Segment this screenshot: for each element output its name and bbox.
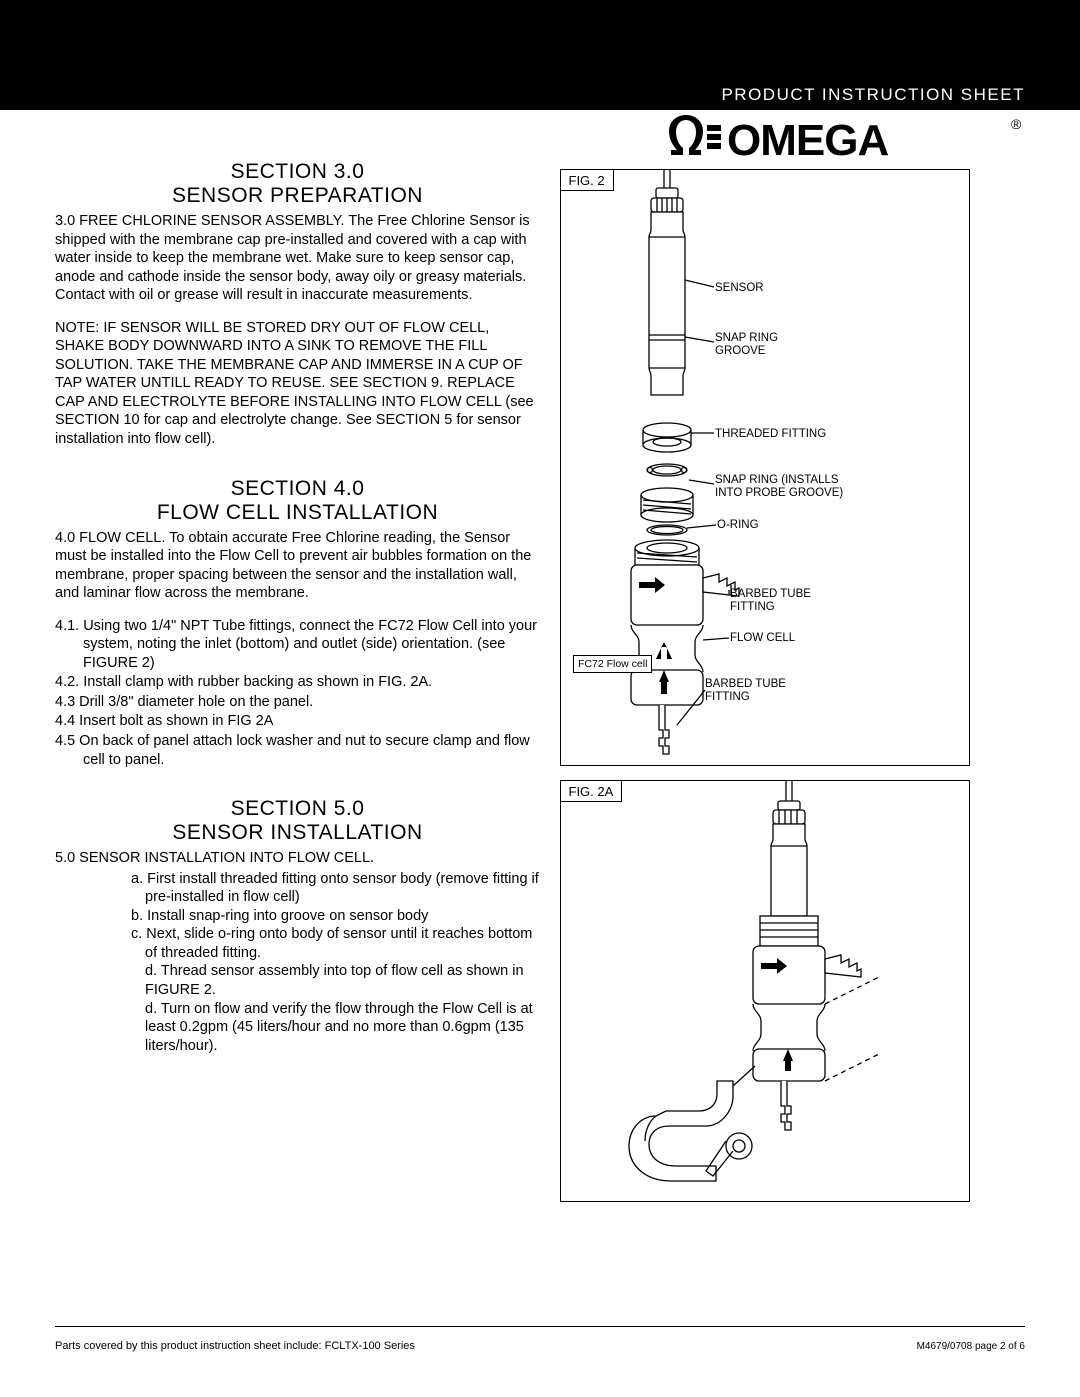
section-3-p1: 3.0 FREE CHLORINE SENSOR ASSEMBLY. The F…: [55, 212, 540, 305]
section-4-i2: 4.2. Install clamp with rubber backing a…: [55, 673, 540, 692]
section-3-title-l1: SECTION 3.0: [55, 160, 540, 184]
section-5-d2: d. Turn on flow and verify the flow thro…: [55, 1000, 540, 1056]
section-4-title-l2: FLOW CELL INSTALLATION: [55, 501, 540, 525]
content-column: SECTION 3.0 SENSOR PREPARATION 3.0 FREE …: [55, 160, 540, 1083]
section-4-title-l1: SECTION 4.0: [55, 477, 540, 501]
figure-2-annotation: BARBED TUBE FITTING: [705, 678, 786, 704]
section-3-title-l2: SENSOR PREPARATION: [55, 184, 540, 208]
figure-2-annotation: SNAP RING (INSTALLS INTO PROBE GROOVE): [715, 474, 843, 500]
footer-rule: [55, 1326, 1025, 1327]
section-5-title-l2: SENSOR INSTALLATION: [55, 821, 540, 845]
section-5-a: a. First install threaded fitting onto s…: [55, 870, 540, 907]
section-4-p1: 4.0 FLOW CELL. To obtain accurate Free C…: [55, 529, 540, 603]
section-5-title-l1: SECTION 5.0: [55, 797, 540, 821]
section-4: SECTION 4.0 FLOW CELL INSTALLATION 4.0 F…: [55, 477, 540, 770]
section-5: SECTION 5.0 SENSOR INSTALLATION 5.0 SENS…: [55, 797, 540, 1055]
section-4-i5: 4.5 On back of panel attach lock washer …: [55, 732, 540, 769]
omega-logo: OMEGA ®: [663, 115, 1025, 168]
section-5-b: b. Install snap-ring into groove on sens…: [55, 907, 540, 926]
figure-2-annotation: SENSOR: [715, 282, 764, 295]
fc72-label: FC72 Flow cell: [573, 655, 652, 673]
svg-text:OMEGA: OMEGA: [727, 116, 888, 163]
section-4-i4: 4.4 Insert bolt as shown in FIG 2A: [55, 712, 540, 731]
footer-right: M4679/0708 page 2 of 6: [917, 1341, 1025, 1352]
figure-2a-diagram: [561, 781, 971, 1203]
figure-2-annotation: THREADED FITTING: [715, 428, 826, 441]
figure-2-box: FIG. 2: [560, 169, 970, 766]
figure-2-annotation: SNAP RING GROOVE: [715, 332, 778, 358]
section-3-p2: NOTE: IF SENSOR WILL BE STORED DRY OUT O…: [55, 319, 540, 449]
section-5-c: c. Next, slide o-ring onto body of senso…: [55, 925, 540, 962]
figure-2-annotation: O-RING: [717, 519, 759, 532]
product-sheet-label: PRODUCT INSTRUCTION SHEET: [721, 85, 1025, 105]
section-5-d1: d. Thread sensor assembly into top of fl…: [55, 962, 540, 999]
section-4-i1: 4.1. Using two 1/4" NPT Tube fittings, c…: [55, 617, 540, 673]
svg-text:®: ®: [1011, 116, 1022, 132]
figure-2-annotation: BARBED TUBE FITTING: [730, 588, 811, 614]
section-4-i3: 4.3 Drill 3/8" diameter hole on the pane…: [55, 693, 540, 712]
section-5-p1: 5.0 SENSOR INSTALLATION INTO FLOW CELL.: [55, 849, 540, 868]
figure-2a-box: FIG. 2A: [560, 780, 970, 1202]
figure-2-annotation: FLOW CELL: [730, 632, 795, 645]
section-5-title: SECTION 5.0 SENSOR INSTALLATION: [55, 797, 540, 845]
footer-left: Parts covered by this product instructio…: [55, 1340, 415, 1352]
section-3: SECTION 3.0 SENSOR PREPARATION 3.0 FREE …: [55, 160, 540, 449]
section-4-title: SECTION 4.0 FLOW CELL INSTALLATION: [55, 477, 540, 525]
section-3-title: SECTION 3.0 SENSOR PREPARATION: [55, 160, 540, 208]
